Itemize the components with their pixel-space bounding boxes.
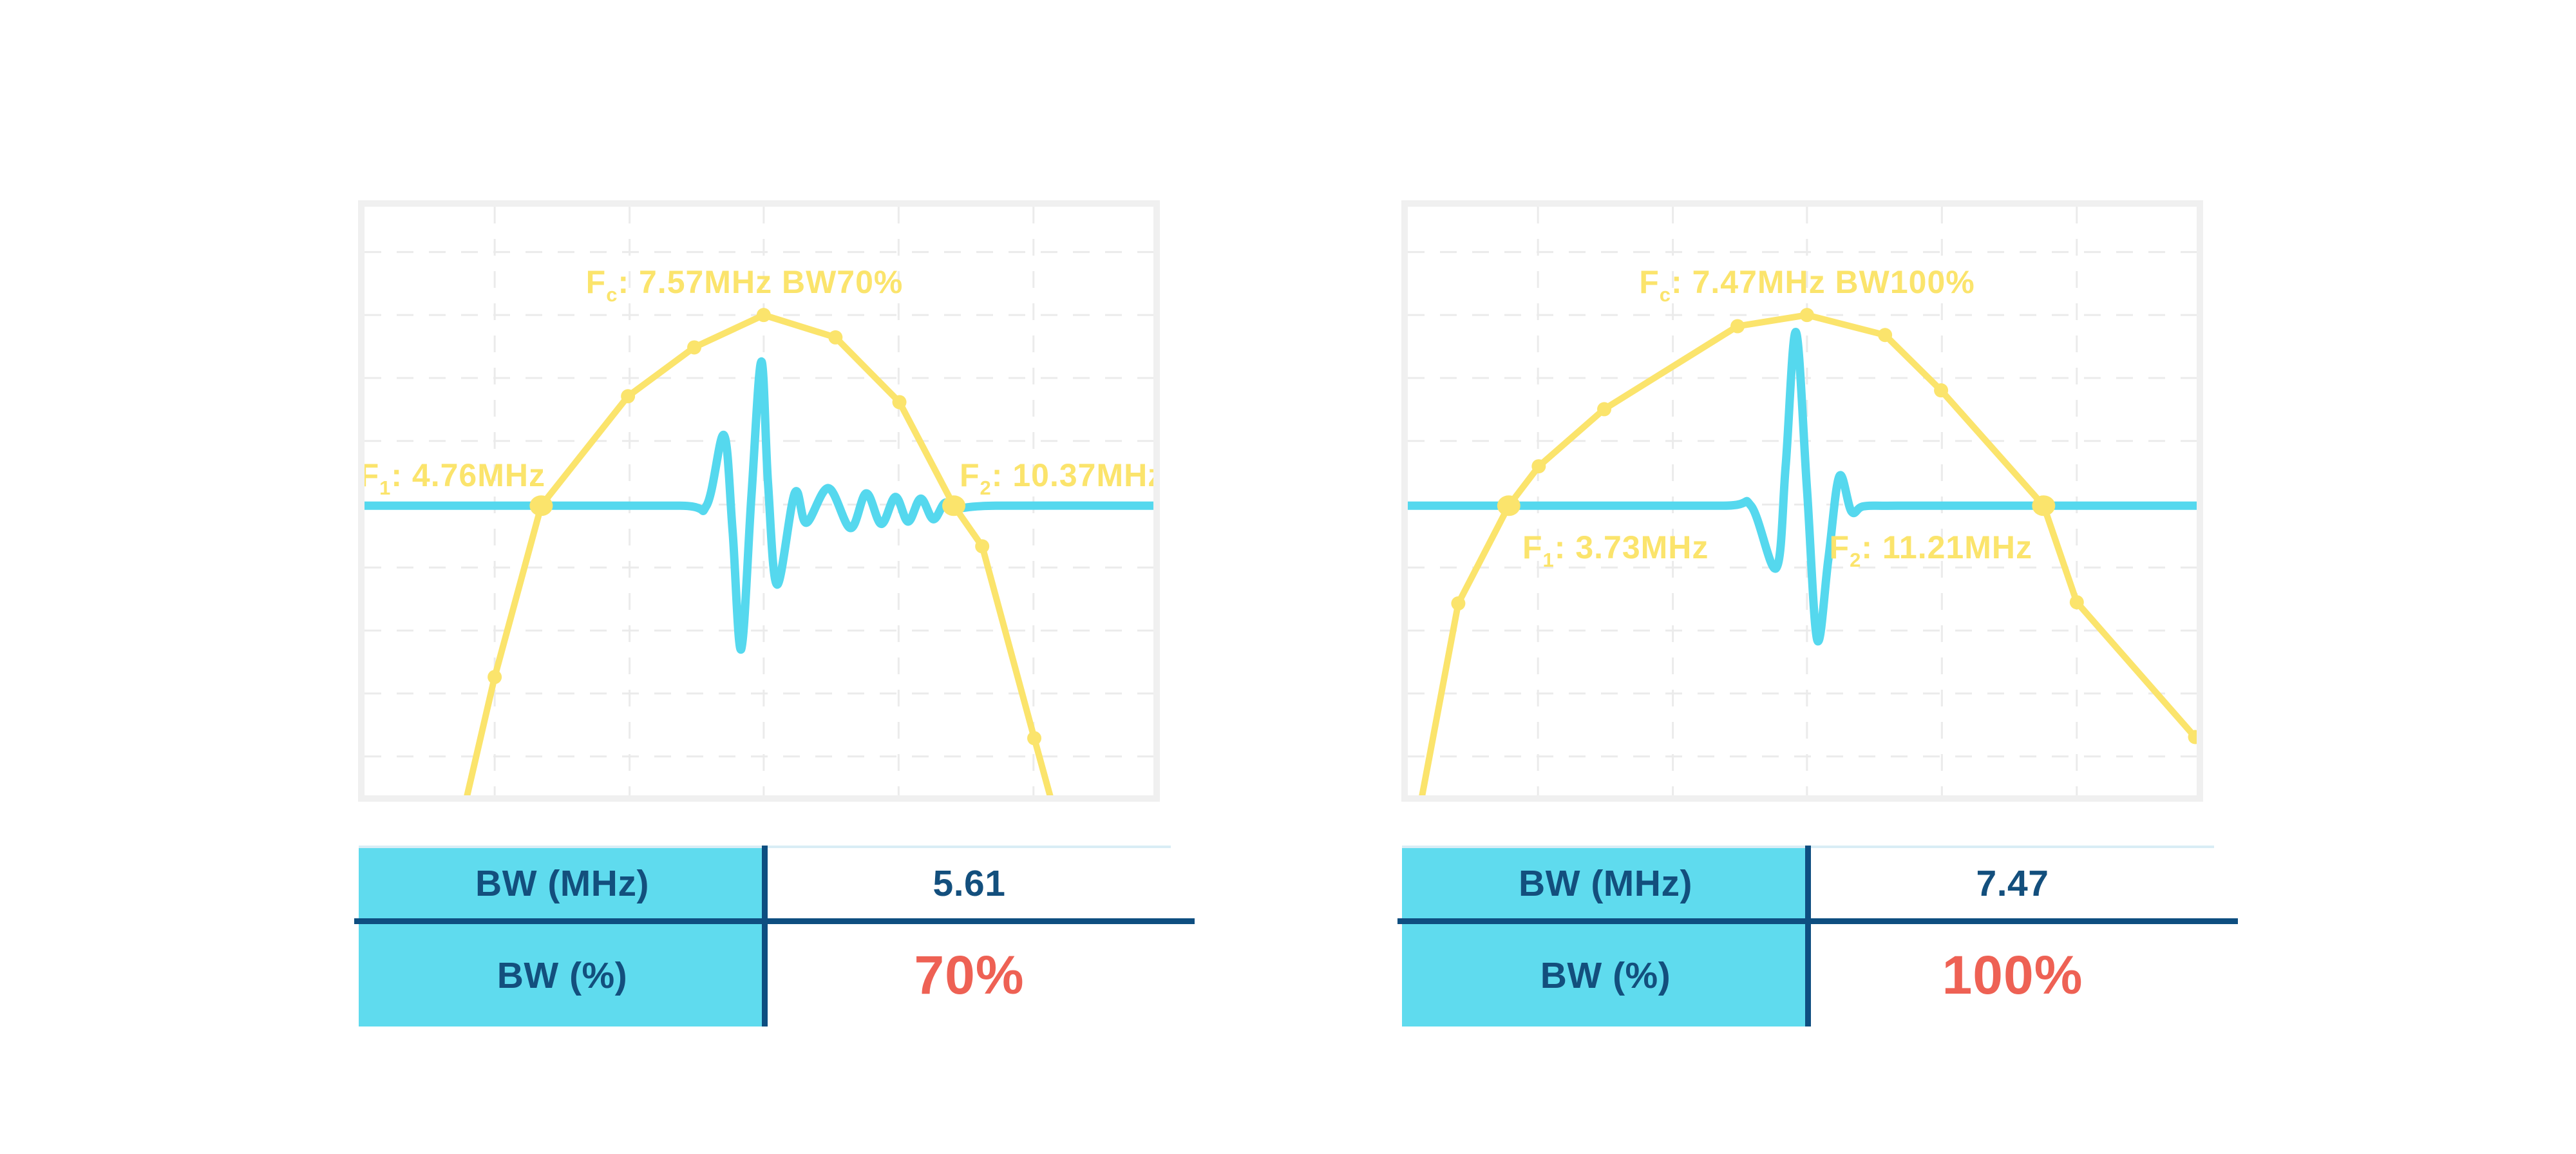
spectrum-curve	[1419, 312, 2197, 795]
bandwidth-crossing-marker	[1497, 495, 1520, 516]
data-point-marker	[621, 389, 636, 404]
data-point-marker	[756, 308, 771, 323]
table-column-divider	[762, 846, 768, 1026]
table-header-column	[359, 846, 766, 1026]
data-point-marker	[1799, 308, 1814, 323]
data-point-marker	[828, 330, 843, 345]
fc-annotation: Fc: 7.57MHz BW70%	[586, 264, 904, 306]
left-bw-table: BW (MHz) BW (%) 5.61 70%	[354, 846, 1195, 1026]
data-point-marker	[1027, 731, 1042, 746]
f2-annotation: F2: 10.37MHz	[960, 457, 1153, 499]
bw-mhz-label: BW (MHz)	[475, 862, 649, 904]
data-point-marker	[1451, 596, 1466, 611]
bw-mhz-value: 5.61	[933, 862, 1006, 904]
right-chart-panel: Fc: 7.47MHz BW100% F1: 3.73MHz F2: 11.21MH…	[1401, 200, 2203, 802]
data-point-marker	[687, 340, 702, 355]
data-point-marker	[488, 670, 502, 685]
table-row-divider	[1397, 918, 2238, 924]
data-point-marker	[2188, 730, 2197, 744]
f2-annotation: F2: 11.21MHz	[1830, 529, 2032, 571]
data-point-marker	[892, 395, 907, 410]
data-point-marker	[1531, 459, 1546, 474]
right-bw-table: BW (MHz) BW (%) 7.47 100%	[1397, 846, 2238, 1026]
data-point-marker	[1878, 328, 1893, 343]
right-bandwidth-chart: Fc: 7.47MHz BW100% F1: 3.73MHz F2: 11.21MH…	[1408, 207, 2197, 795]
bw-pct-label: BW (%)	[497, 954, 628, 996]
f1-annotation: F1: 4.76MHz	[365, 457, 545, 499]
bw-mhz-value: 7.47	[1976, 862, 2049, 904]
pulse-waveform	[1408, 328, 2197, 646]
fc-annotation: Fc: 7.47MHz BW100%	[1639, 264, 1975, 306]
left-bandwidth-chart: Fc: 7.57MHz BW70% F1: 4.76MHz F2: 10.37MHz	[365, 207, 1153, 795]
bandwidth-crossing-marker	[529, 495, 553, 516]
table-header-column	[1402, 846, 1809, 1026]
data-point-marker	[975, 539, 990, 554]
pulse-waveform	[365, 357, 1153, 654]
bw-pct-value: 100%	[1942, 945, 2083, 1005]
bandwidth-crossing-marker	[2032, 495, 2056, 516]
bw-mhz-label: BW (MHz)	[1519, 862, 1692, 904]
data-point-marker	[1730, 319, 1745, 334]
bw-pct-label: BW (%)	[1540, 954, 1671, 996]
bw-pct-value: 70%	[914, 945, 1025, 1005]
data-point-marker	[1934, 383, 1949, 398]
table-column-divider	[1805, 846, 1811, 1026]
data-point-marker	[1597, 402, 1612, 417]
table-row-divider	[354, 918, 1195, 924]
f1-annotation: F1: 3.73MHz	[1522, 529, 1709, 571]
data-point-marker	[2069, 595, 2084, 610]
spectrum-curve	[464, 312, 1054, 795]
bandwidth-crossing-marker	[942, 495, 966, 516]
left-chart-panel: Fc: 7.57MHz BW70% F1: 4.76MHz F2: 10.37MHz	[358, 200, 1160, 802]
